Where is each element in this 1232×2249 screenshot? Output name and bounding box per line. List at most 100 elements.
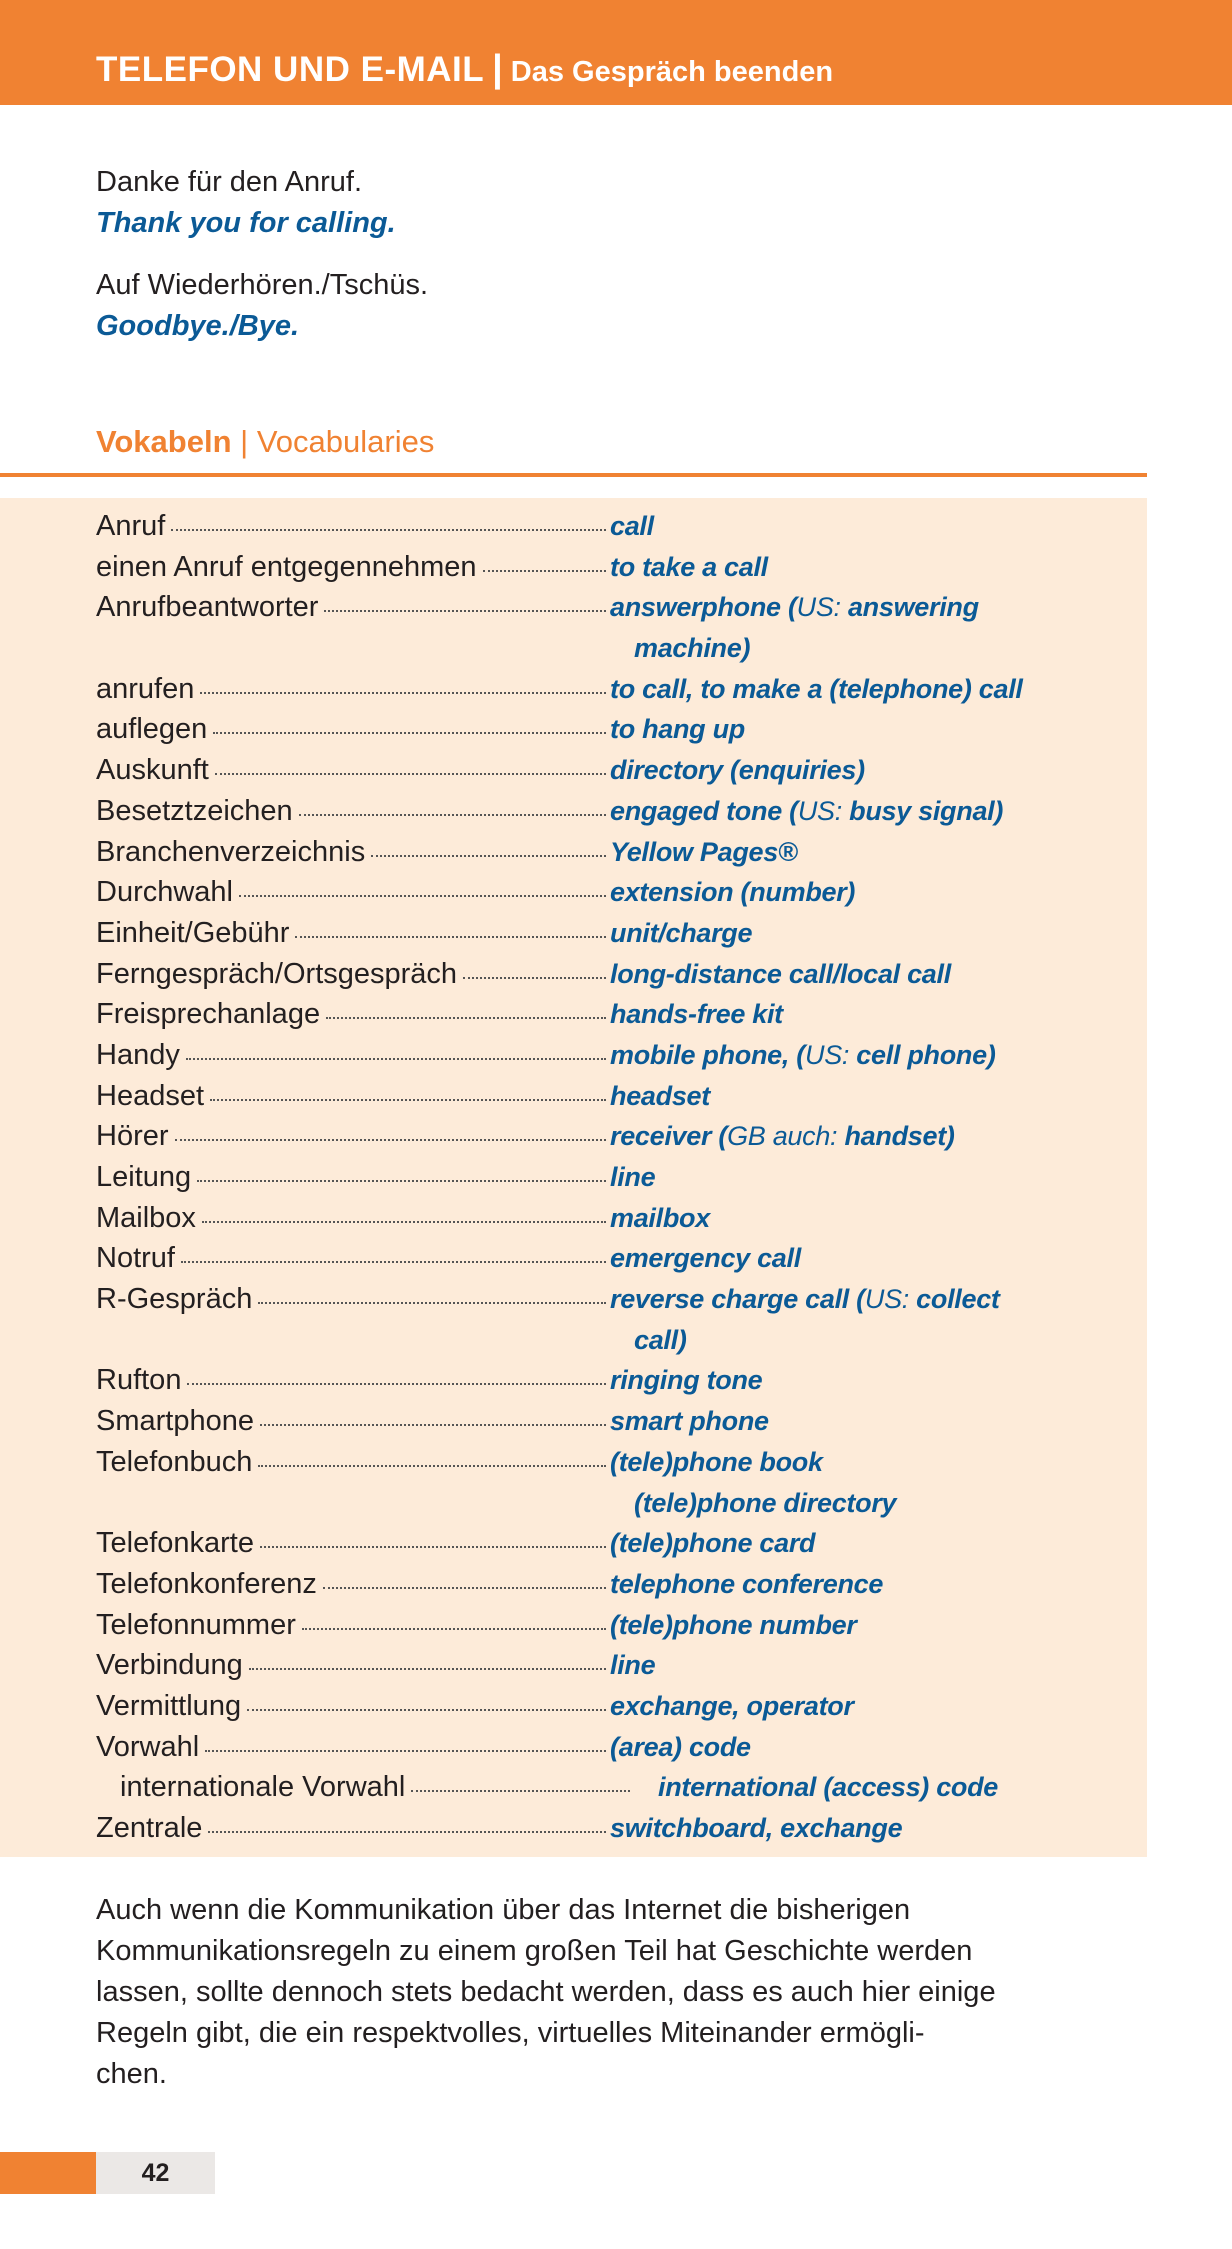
vocab-german-cell: Handy <box>96 1035 610 1076</box>
vocab-english-text: to take a call <box>610 551 768 582</box>
phrase: Auf Wiederhören./Tschüs. Goodbye./Bye. <box>96 265 428 347</box>
vocab-english: (area) code <box>610 1727 751 1768</box>
dotted-leader <box>185 1057 606 1060</box>
vocab-row: internationale Vorwahl international (acc… <box>0 1767 1147 1808</box>
vocab-german: einen Anruf entgegennehmen <box>96 550 477 583</box>
dotted-leader <box>239 895 606 898</box>
vocab-english-text: answerphone ( <box>610 592 797 623</box>
vocab-german-cell: Vermittlung <box>96 1686 610 1727</box>
vocab-row: Leitung line <box>0 1157 1147 1198</box>
dotted-leader <box>171 529 606 531</box>
dotted-leader <box>197 1180 606 1182</box>
vocab-label: US: <box>796 592 841 623</box>
vocab-german-cell: auflegen <box>96 709 610 750</box>
vocab-english: machine) <box>634 628 750 669</box>
vocab-row: anrufen to call, to make a (telephone) ca… <box>0 669 1147 710</box>
vocab-english: international (access) code <box>658 1767 998 1808</box>
vocab-row: Vorwahl (area) code <box>0 1727 1147 1768</box>
vocab-label: GB auch: <box>727 1121 838 1152</box>
vocab-german-cell: Notruf <box>96 1238 610 1279</box>
vocab-german: Vermittlung <box>96 1689 242 1722</box>
vocab-german: Leitung <box>96 1161 192 1193</box>
vocab-english: Yellow Pages® <box>610 832 798 873</box>
vocab-english: line <box>610 1157 656 1198</box>
dotted-leader <box>174 1139 606 1142</box>
vocab-english-text: exchange, operator <box>610 1690 854 1721</box>
vocab-german: Headset <box>96 1079 205 1112</box>
vocab-english: (tele)phone card <box>610 1523 816 1564</box>
vocab-german-cell: Auskunft <box>96 750 610 791</box>
dotted-leader <box>187 1383 606 1386</box>
vocab-english-text: (tele)phone directory <box>634 1487 897 1518</box>
vocab-english: emergency call <box>610 1238 801 1279</box>
dotted-leader <box>205 1749 606 1752</box>
vocab-english-text: directory (enquiries) <box>610 755 865 786</box>
vocab-english-text: (tele)phone book <box>610 1446 823 1477</box>
vocab-german: Hörer <box>96 1120 169 1153</box>
paragraph-line: Regeln gibt, die ein respektvolles, virt… <box>96 2017 925 2049</box>
vocab-german-cell: internationale Vorwahl <box>120 1767 634 1808</box>
vocab-german-cell: Anruf <box>96 506 610 547</box>
vocab-english: (tele)phone book <box>610 1442 823 1483</box>
vocab-row: Handy mobile phone, (US: cell phone) <box>0 1035 1147 1076</box>
vocab-german: Telefonbuch <box>96 1445 253 1478</box>
vocab-german: Freisprechanlage <box>96 998 321 1031</box>
vocab-english-text: busy signal) <box>841 795 1004 826</box>
vocab-english-text: hands-free kit <box>610 999 783 1030</box>
vocab-heading-separator: | <box>240 424 249 459</box>
dotted-leader <box>208 1831 606 1833</box>
vocab-german: Telefonnummer <box>96 1608 296 1641</box>
vocab-english: answerphone (US: answering <box>610 587 979 628</box>
dotted-leader <box>258 1464 606 1467</box>
vocab-english-text: to hang up <box>610 714 745 745</box>
vocab-german: Ferngespräch/Ortsgespräch <box>96 957 458 990</box>
vocab-german: Auskunft <box>96 754 209 787</box>
vocab-row: Verbindung line <box>0 1645 1147 1686</box>
vocab-german: Verbindung <box>96 1649 243 1682</box>
vocab-german-cell: Branchenverzeichnis <box>96 832 610 873</box>
vocab-english-text: long-distance call/local call <box>610 958 951 989</box>
header-separator: | <box>492 48 503 90</box>
vocab-heading: Vokabeln | Vocabularies <box>96 424 434 460</box>
vocab-english: switchboard, exchange <box>610 1808 903 1849</box>
vocab-english: mobile phone, (US: cell phone) <box>610 1035 996 1076</box>
vocab-english-text: call) <box>634 1324 687 1355</box>
vocab-german-cell: Telefonkonferenz <box>96 1564 610 1605</box>
paragraph-line: lassen, sollte dennoch stets bedacht wer… <box>96 1976 996 2008</box>
vocab-row: Zentrale switchboard, exchange <box>0 1808 1147 1849</box>
paragraph-line: chen. <box>96 2058 167 2090</box>
vocab-german: Anrufbeantworter <box>96 591 319 624</box>
vocab-english-text: line <box>610 1162 656 1192</box>
vocab-label: US: <box>797 795 842 826</box>
vocab-english-text: reverse charge call ( <box>610 1284 865 1315</box>
vocab-row: Telefonnummer (tele)phone number <box>0 1605 1147 1646</box>
vocab-german: Telefonkarte <box>96 1527 254 1560</box>
vocab-english-text: (tele)phone number <box>610 1609 857 1640</box>
dotted-leader <box>324 610 606 613</box>
vocab-row: Durchwahl extension (number) <box>0 872 1147 913</box>
vocab-row: machine) <box>0 628 1147 669</box>
vocab-german: Rufton <box>96 1364 182 1397</box>
dotted-leader <box>213 732 606 735</box>
vocab-english: telephone conference <box>610 1564 883 1605</box>
dotted-leader <box>463 976 606 979</box>
dotted-leader <box>260 1546 606 1549</box>
dotted-leader <box>200 691 606 694</box>
vocab-row: Branchenverzeichnis Yellow Pages® <box>0 832 1147 873</box>
vocab-german-cell: Vorwahl <box>96 1727 610 1768</box>
vocab-label: US: <box>864 1284 909 1315</box>
section-title: Das Gespräch beenden <box>510 56 834 88</box>
vocab-german: Anruf <box>96 510 166 542</box>
chapter-title: TELEFON UND E-MAIL <box>96 50 485 89</box>
vocab-row: Smartphone smart phone <box>0 1401 1147 1442</box>
vocab-row: Anrufbeantworter answerphone (US: answeri… <box>0 587 1147 628</box>
vocab-german-cell: Besetztzeichen <box>96 791 610 832</box>
vocab-english-text: mobile phone, ( <box>610 1039 805 1070</box>
vocab-row: Mailbox mailbox <box>0 1198 1147 1239</box>
phrase-german: Danke für den Anruf. <box>96 166 362 198</box>
footer-accent-bar <box>0 2152 96 2194</box>
vocab-english-text: Yellow Pages® <box>610 836 798 867</box>
vocab-german-cell: Ferngespräch/Ortsgespräch <box>96 954 610 995</box>
dotted-leader <box>322 1586 606 1589</box>
vocab-english: directory (enquiries) <box>610 750 865 791</box>
